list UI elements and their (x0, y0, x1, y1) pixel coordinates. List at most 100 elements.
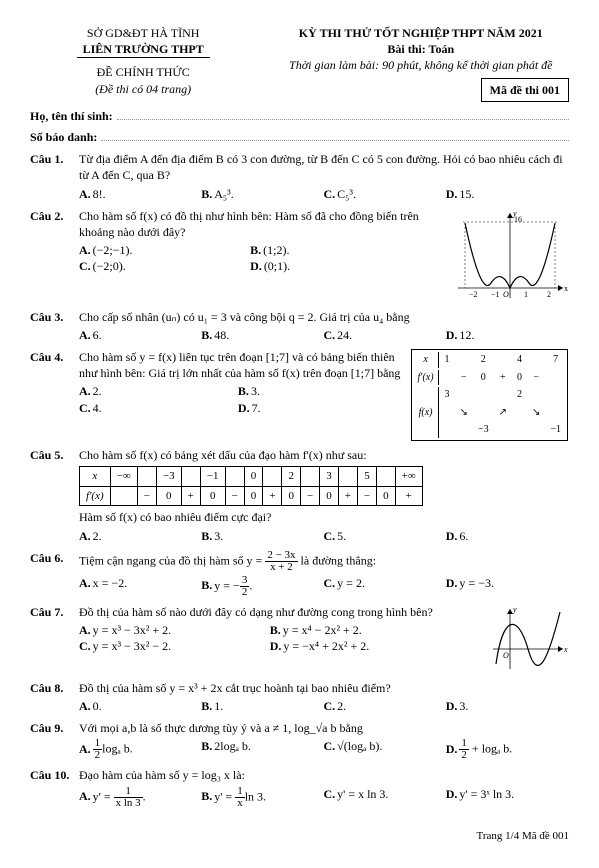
choice: y = x⁴ − 2x² + 2. (283, 623, 362, 637)
q-body: Từ địa điểm A đến địa điểm B có 3 con đư… (79, 151, 568, 202)
question-2: Câu 2. x y 16 −2 −1 O 1 2 Cho hàm (30, 208, 569, 303)
svg-text:y: y (512, 605, 517, 614)
choice: A₅³. (214, 187, 233, 201)
choice: 8!. (93, 187, 106, 201)
question-7: Câu 7. x y O Đồ thị của hàm số nào dưới … (30, 604, 569, 674)
subject-title: Bài thi: Toán (273, 41, 569, 57)
choice: 24. (337, 328, 352, 342)
exam-title: KỲ THI THỬ TỐT NGHIỆP THPT NĂM 2021 (273, 25, 569, 41)
q-text: Đồ thị của hàm số y = x³ + 2x cắt trục h… (79, 681, 391, 695)
choice: 3. (214, 529, 223, 543)
q-text: Cho hàm số f(x) có bảng xét dấu của đạo … (79, 448, 367, 462)
choice: √(logₐ b). (337, 739, 382, 753)
page-footer: Trang 1/4 Mã đề 001 (30, 829, 569, 844)
svg-text:−1: −1 (491, 290, 500, 299)
choice: 12. (459, 328, 474, 342)
choice: 2. (93, 529, 102, 543)
q-body: Cho cấp số nhân (uₙ) có u₁ = 3 và công b… (79, 309, 568, 343)
q-text: Cho hàm số f(x) có đồ thị như hình bên: … (79, 209, 419, 239)
choice: y = −x⁴ + 2x² + 2. (283, 639, 369, 653)
question-8: Câu 8. Đồ thị của hàm số y = x³ + 2x cắt… (30, 680, 569, 714)
choice: y' = x ln 3. (337, 787, 388, 801)
q-text: Cho cấp số nhân (uₙ) có u₁ = 3 và công b… (79, 310, 410, 324)
svg-text:1: 1 (524, 290, 528, 299)
q-label: Câu 4. (30, 349, 76, 365)
question-10: Câu 10. Đạo hàm của hàm số y = log₃ x là… (30, 767, 569, 808)
q-body: x 1 2 4 7 f'(x) −0+0− f(x) 3 2 ↘↗↘ −3 − (79, 349, 568, 441)
header-right: KỲ THI THỬ TỐT NGHIỆP THPT NĂM 2021 Bài … (273, 25, 569, 102)
q-text2: Hàm số f(x) có bao nhiêu điểm cực đại? (79, 510, 271, 524)
svg-text:16: 16 (514, 215, 522, 224)
choice: 3. (251, 384, 260, 398)
choice: 15. (459, 187, 474, 201)
question-3: Câu 3. Cho cấp số nhân (uₙ) có u₁ = 3 và… (30, 309, 569, 343)
svg-text:O: O (503, 651, 509, 660)
dept-label: SỞ GD&ĐT HÀ TĨNH (30, 25, 256, 41)
choice: y = x³ − 3x² − 2. (93, 639, 172, 653)
header-left: SỞ GD&ĐT HÀ TĨNH LIÊN TRƯỜNG THPT ĐỀ CHÍ… (30, 25, 256, 102)
choice: 2. (93, 384, 102, 398)
q-label: Câu 8. (30, 680, 76, 696)
graph-q7: x y O (488, 604, 568, 674)
q-label: Câu 10. (30, 767, 76, 783)
q-label: Câu 9. (30, 720, 76, 736)
choice: (−2;−1). (93, 243, 133, 257)
choice: y = 2. (337, 576, 365, 590)
name-label: Họ, tên thí sinh: (30, 108, 113, 124)
choice: (−2;0). (93, 259, 126, 273)
id-label: Số báo danh: (30, 129, 97, 145)
q-text: Với mọi a,b là số thực dương tùy ý và a … (79, 721, 363, 735)
choice: y' = 3ˣ ln 3. (459, 787, 514, 801)
q-text: Cho hàm số y = f(x) liên tục trên đoạn [… (79, 350, 400, 380)
choice: 4. (93, 401, 102, 415)
q-text: Đạo hàm của hàm số y = log₃ x là: (79, 768, 245, 782)
q-body: x y 16 −2 −1 O 1 2 Cho hàm số f(x) có đồ… (79, 208, 568, 303)
choice: (0;1). (264, 259, 290, 273)
choice: 3. (459, 699, 468, 713)
q-text: Từ địa điểm A đến địa điểm B có 3 con đư… (79, 152, 563, 182)
svg-text:O: O (503, 290, 509, 299)
question-1: Câu 1. Từ địa điểm A đến địa điểm B có 3… (30, 151, 569, 202)
graph-q2: x y 16 −2 −1 O 1 2 (453, 208, 568, 303)
choice: 5. (337, 529, 346, 543)
name-field: Họ, tên thí sinh: (30, 108, 569, 124)
choice: 1. (214, 699, 223, 713)
sign-table: x −∞ −3 −1 0 2 3 5 +∞ f'(x) − 0 + 0 − 0 … (79, 466, 423, 507)
pages-label: (Đề thi có 04 trang) (30, 81, 256, 97)
q-label: Câu 1. (30, 151, 76, 167)
name-line (117, 109, 569, 120)
q-body: Đồ thị của hàm số y = x³ + 2x cắt trục h… (79, 680, 568, 714)
choice: 6. (459, 529, 468, 543)
q-body: Với mọi a,b là số thực dương tùy ý và a … (79, 720, 568, 761)
q-body: x y O Đồ thị của hàm số nào dưới đây có … (79, 604, 568, 674)
svg-text:2: 2 (547, 290, 551, 299)
id-line (101, 130, 569, 141)
q-body: Tiệm cận ngang của đồ thị hàm số y = 2 −… (79, 550, 568, 598)
svg-text:x: x (563, 645, 568, 654)
choice: x = −2. (93, 576, 128, 590)
q-body: Đạo hàm của hàm số y = log₃ x là: A.y' =… (79, 767, 568, 808)
q-text: Đồ thị của hàm số nào dưới đây có dạng n… (79, 605, 433, 619)
question-4: Câu 4. x 1 2 4 7 f'(x) −0+0− f(x) 3 2 (30, 349, 569, 441)
q-label: Câu 3. (30, 309, 76, 325)
exam-header: SỞ GD&ĐT HÀ TĨNH LIÊN TRƯỜNG THPT ĐỀ CHÍ… (30, 25, 569, 102)
choice: 48. (214, 328, 229, 342)
q-label: Câu 6. (30, 550, 76, 566)
choice: y = −3. (459, 576, 494, 590)
q-label: Câu 2. (30, 208, 76, 224)
variation-table-q4: x 1 2 4 7 f'(x) −0+0− f(x) 3 2 ↘↗↘ −3 − (411, 349, 568, 441)
choice: y = x³ − 3x² + 2. (93, 623, 172, 637)
svg-text:x: x (564, 284, 568, 293)
choice: 6. (93, 328, 102, 342)
q-text-b: là đường thẳng: (301, 553, 377, 567)
choice: C₅³. (337, 187, 356, 201)
svg-text:−2: −2 (469, 290, 478, 299)
question-5: Câu 5. Cho hàm số f(x) có bảng xét dấu c… (30, 447, 569, 544)
duration-label: Thời gian làm bài: 90 phút, không kể thờ… (273, 57, 569, 73)
exam-code-box: Mã đề thi 001 (481, 78, 569, 102)
choice: 7. (252, 401, 261, 415)
q-text-a: Tiệm cận ngang của đồ thị hàm số y = (79, 553, 265, 567)
choice: (1;2). (263, 243, 289, 257)
official-label: ĐỀ CHÍNH THỨC (30, 64, 256, 80)
question-6: Câu 6. Tiệm cận ngang của đồ thị hàm số … (30, 550, 569, 598)
